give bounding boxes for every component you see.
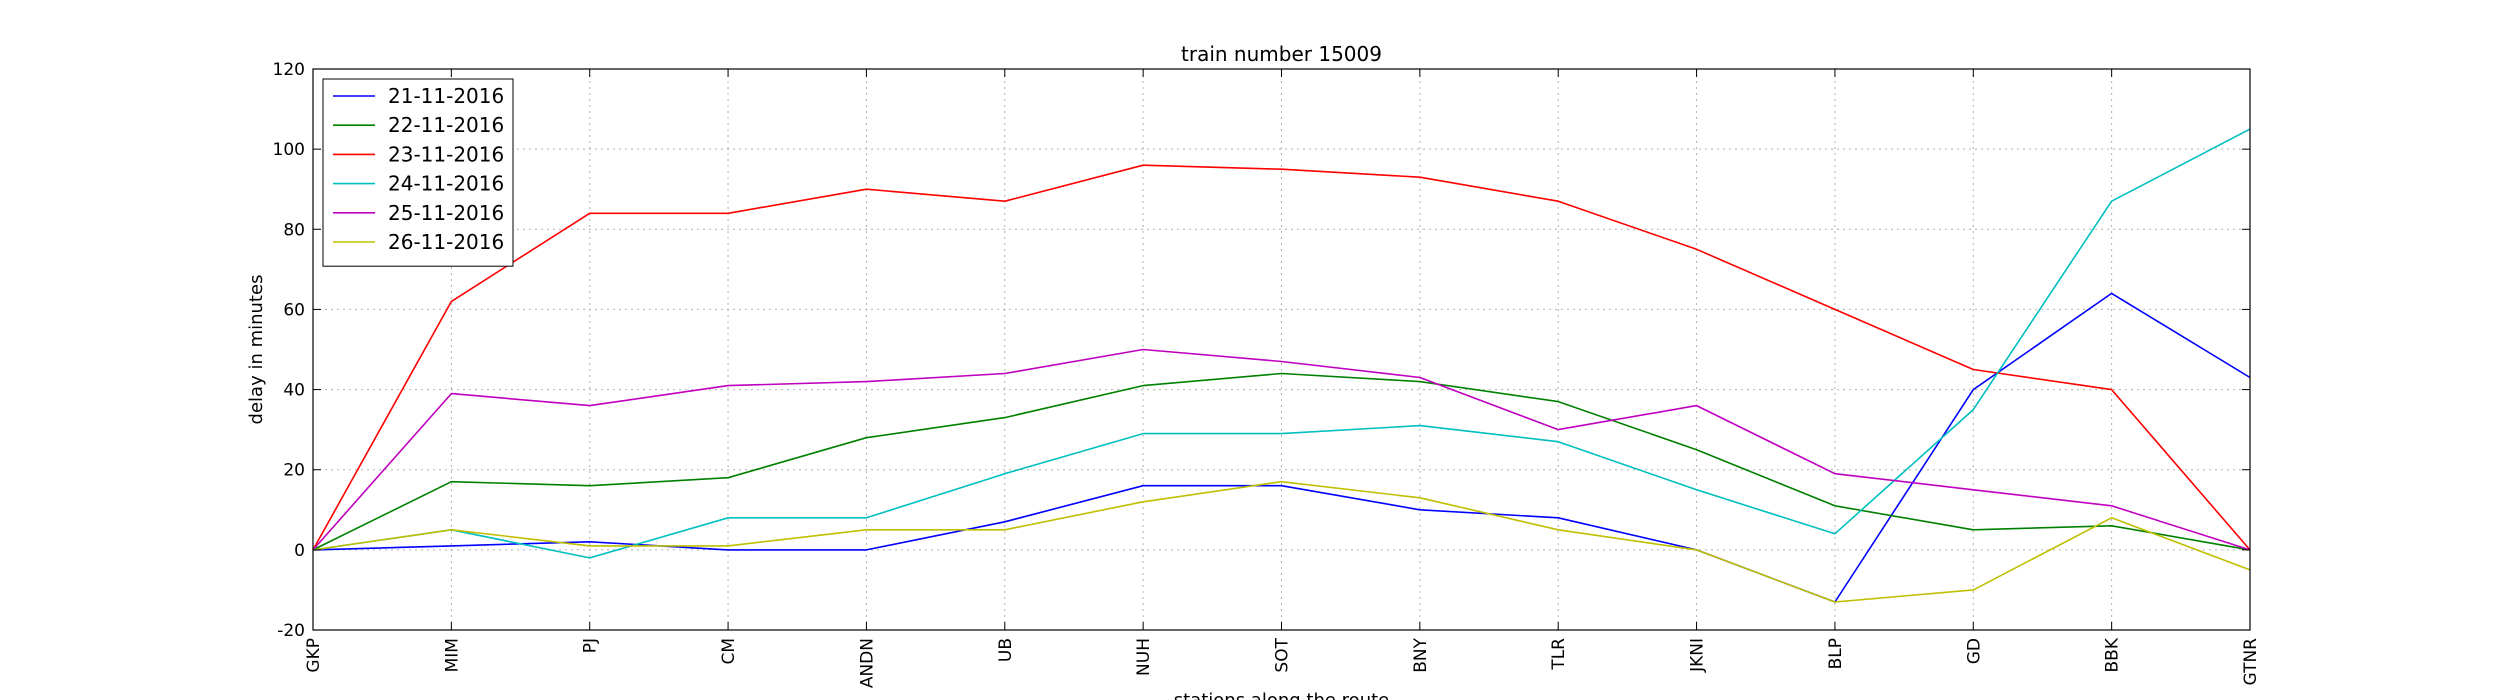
y-tick-label: 80 (283, 220, 305, 240)
x-tick-label: MIM (442, 638, 462, 672)
y-tick-label: -20 (277, 621, 305, 641)
legend-label: 24-11-2016 (388, 172, 504, 196)
series-line-26-11-2016 (312, 480, 2251, 603)
legend-label: 21-11-2016 (388, 84, 504, 108)
y-tick-label: 0 (294, 541, 305, 561)
y-tick-label: 20 (283, 461, 305, 481)
x-tick-label: NUH (1134, 638, 1154, 676)
y-tick-label: 60 (283, 300, 305, 320)
series-line-25-11-2016 (312, 348, 2251, 551)
x-tick-label: TLR (1549, 638, 1569, 671)
series-line-22-11-2016 (312, 372, 2251, 551)
x-tick-label: BBK (2103, 637, 2123, 672)
legend-box (322, 78, 514, 267)
x-tick-label: ANDN (857, 638, 877, 688)
x-tick-label: JKNI (1688, 638, 1708, 673)
series-lines (312, 128, 2251, 603)
legend-label: 23-11-2016 (388, 142, 504, 166)
x-tick-label: PJ (581, 638, 601, 653)
axes: -20 0 20 40 60 80 100 120 GKP MIM PJ CM ANDN UB NUH SOT… (273, 60, 2261, 688)
legend-label: 26-11-2016 (388, 230, 504, 254)
y-tick-label: 120 (273, 60, 305, 80)
x-tick-label: SOT (1273, 637, 1293, 672)
x-tick-label: GTNR (2241, 638, 2261, 686)
series-line-23-11-2016 (312, 164, 2251, 551)
x-tick-label: UB (996, 638, 1016, 662)
y-tick-label: 40 (283, 381, 305, 401)
legend-label: 22-11-2016 (388, 113, 504, 137)
x-tick-label: CM (719, 638, 739, 665)
x-axis-title: stations along the route (1174, 690, 1389, 700)
legend-label: 25-11-2016 (388, 201, 504, 225)
series-line-24-11-2016 (312, 128, 2251, 559)
legend: 21-11-2016 22-11-2016 23-11-2016 24-11-2016… (322, 78, 514, 267)
x-tick-label: GD (1964, 638, 1984, 664)
y-axis-title: delay in minutes (246, 275, 267, 425)
x-tick-label: GKP (304, 638, 324, 673)
chart-title: train number 15009 (1181, 42, 1382, 66)
x-tick-label: BNY (1411, 637, 1431, 672)
x-tick-label: BLP (1826, 638, 1846, 669)
y-tick-label: 100 (273, 140, 305, 160)
